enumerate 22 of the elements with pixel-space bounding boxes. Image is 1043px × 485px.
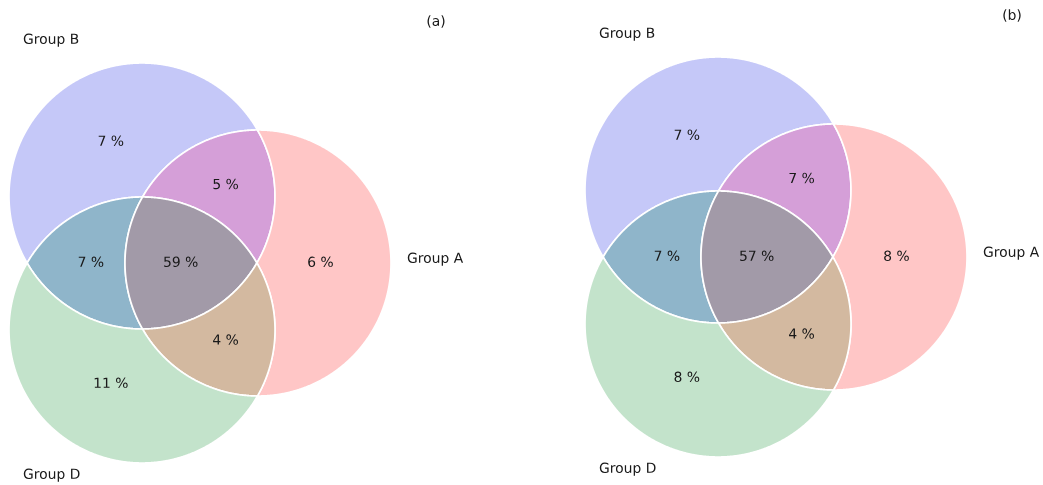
text: Group B: [23, 33, 79, 47]
data-label: 57 %: [740, 250, 774, 262]
text: Group D: [23, 468, 80, 482]
data-label: 7 %: [98, 135, 124, 146]
data-label: 4 %: [213, 334, 239, 345]
data-label: 8 %: [674, 371, 700, 383]
data-label: 7 %: [78, 256, 104, 268]
text: (b): [1003, 9, 1021, 22]
data-label: 11 %: [94, 377, 128, 389]
data-label: 4 %: [789, 328, 815, 339]
text: Group A: [407, 252, 464, 266]
data-label: 7 %: [674, 129, 700, 140]
data-label: 7 %: [654, 250, 680, 262]
text: Group B: [599, 27, 655, 41]
text: Group D: [599, 462, 656, 476]
data-label: 59 %: [164, 256, 198, 268]
data-label: 7 %: [789, 172, 815, 184]
data-label: 8 %: [884, 250, 909, 262]
text: (a): [427, 15, 445, 28]
data-label: 5 %: [213, 178, 239, 190]
data-label: 6 %: [308, 256, 333, 268]
text: Group A: [983, 246, 1040, 260]
